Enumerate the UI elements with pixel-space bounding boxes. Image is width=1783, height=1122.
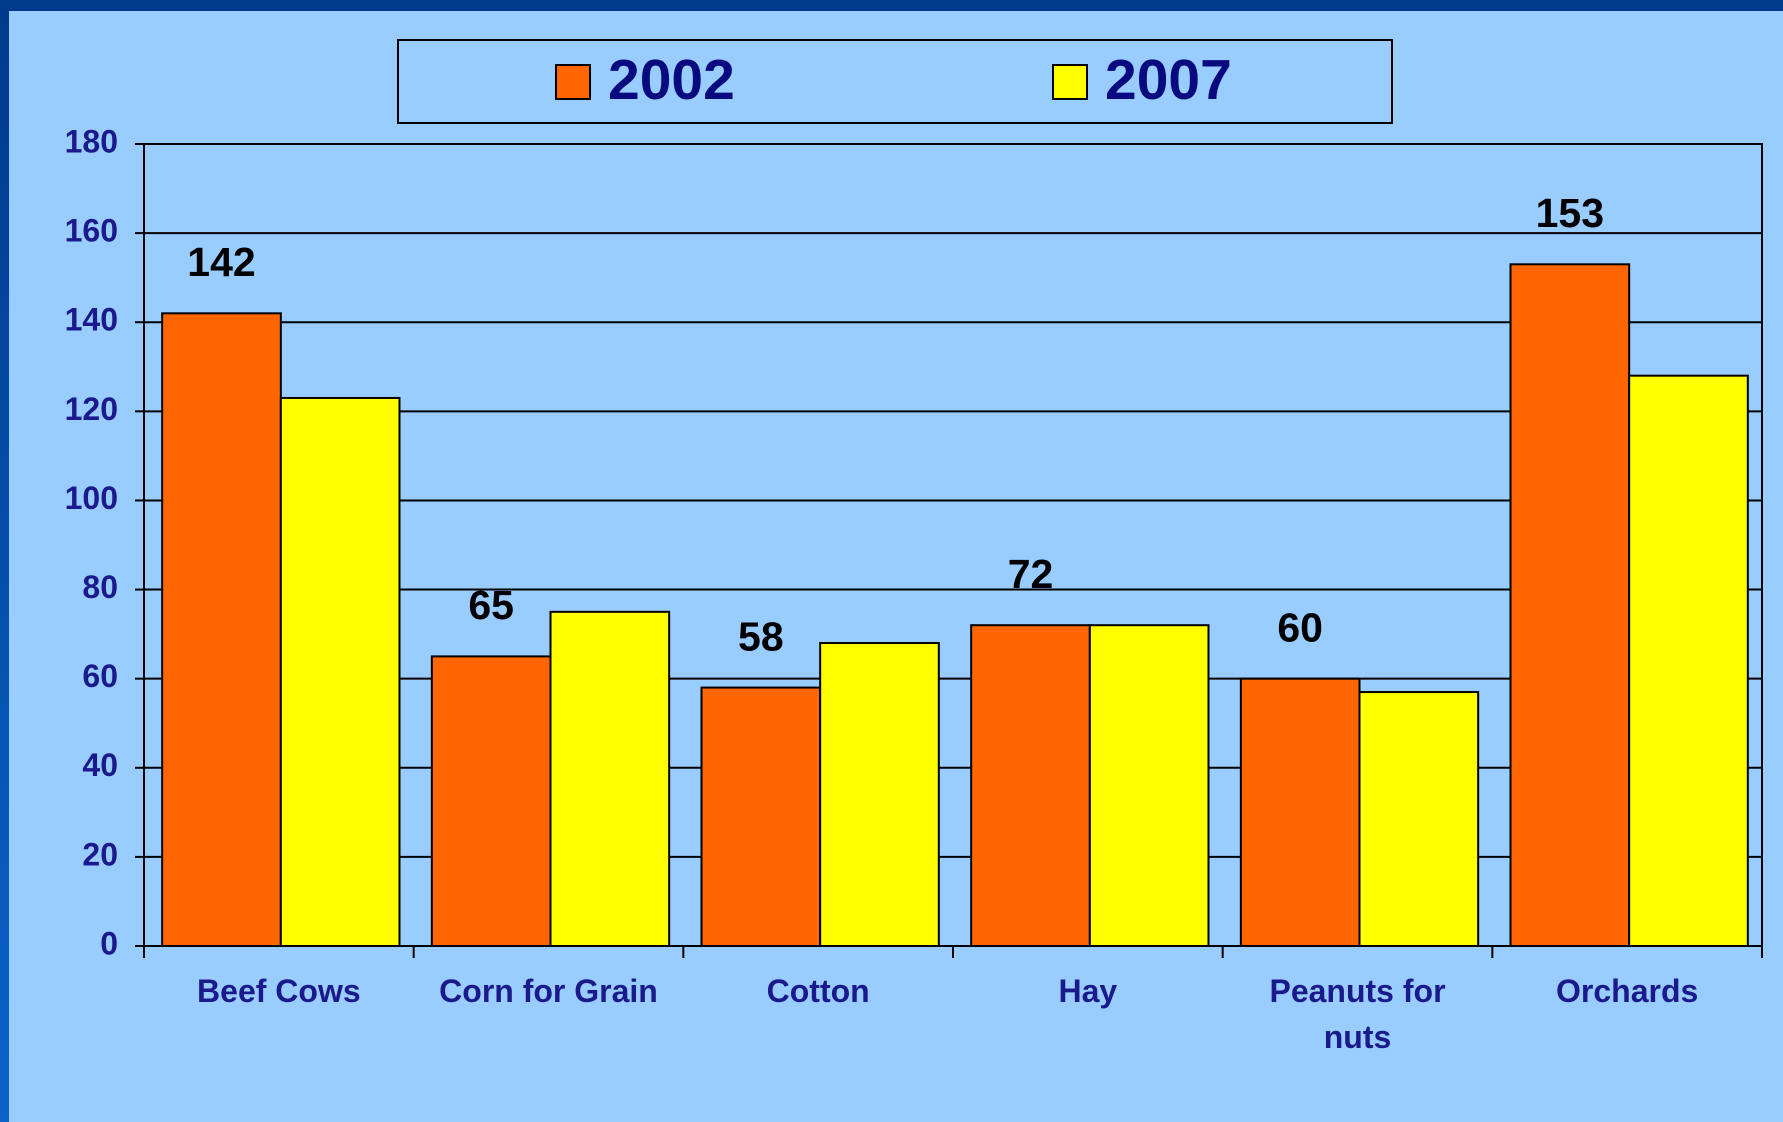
y-tick-label: 180 xyxy=(65,123,118,159)
y-tick-label: 160 xyxy=(65,213,118,249)
x-tick-label: Hay xyxy=(1058,973,1118,1009)
bar xyxy=(1628,374,1749,947)
x-tick-label: Corn for Grain xyxy=(439,973,658,1009)
bar xyxy=(279,396,401,947)
legend-label: 2007 xyxy=(1105,48,1232,112)
bar xyxy=(1239,677,1361,948)
y-tick-label: 0 xyxy=(100,925,118,961)
bar xyxy=(430,655,552,948)
legend-swatch xyxy=(1052,64,1088,100)
y-tick-label: 140 xyxy=(65,302,118,338)
legend-box xyxy=(397,39,1393,124)
y-tick-label: 80 xyxy=(82,569,118,605)
bar xyxy=(1509,263,1631,947)
data-label: 58 xyxy=(738,613,784,659)
x-tick-label: Cotton xyxy=(766,973,870,1009)
bar xyxy=(819,642,940,947)
data-label: 142 xyxy=(187,239,255,285)
x-tick-label: Orchards xyxy=(1556,973,1699,1009)
x-tick-label: Peanuts for nuts xyxy=(1269,973,1446,1055)
data-label: 60 xyxy=(1277,604,1323,650)
y-tick-label: 60 xyxy=(82,658,118,694)
bar xyxy=(1358,691,1480,947)
legend-swatch xyxy=(555,64,591,100)
legend-label: 2002 xyxy=(608,48,735,112)
y-tick-label: 40 xyxy=(82,747,118,783)
data-label: 72 xyxy=(1008,551,1054,597)
y-tick-label: 100 xyxy=(65,480,118,516)
bar xyxy=(700,686,822,947)
data-label: 65 xyxy=(468,582,514,628)
bar xyxy=(161,312,282,947)
data-label: 153 xyxy=(1536,190,1604,236)
y-tick-label: 20 xyxy=(82,836,118,872)
y-tick-label: 120 xyxy=(65,391,118,427)
bar xyxy=(549,610,671,947)
bar xyxy=(1088,624,1210,947)
x-tick-label: Beef Cows xyxy=(197,973,361,1009)
bar xyxy=(970,624,1091,947)
